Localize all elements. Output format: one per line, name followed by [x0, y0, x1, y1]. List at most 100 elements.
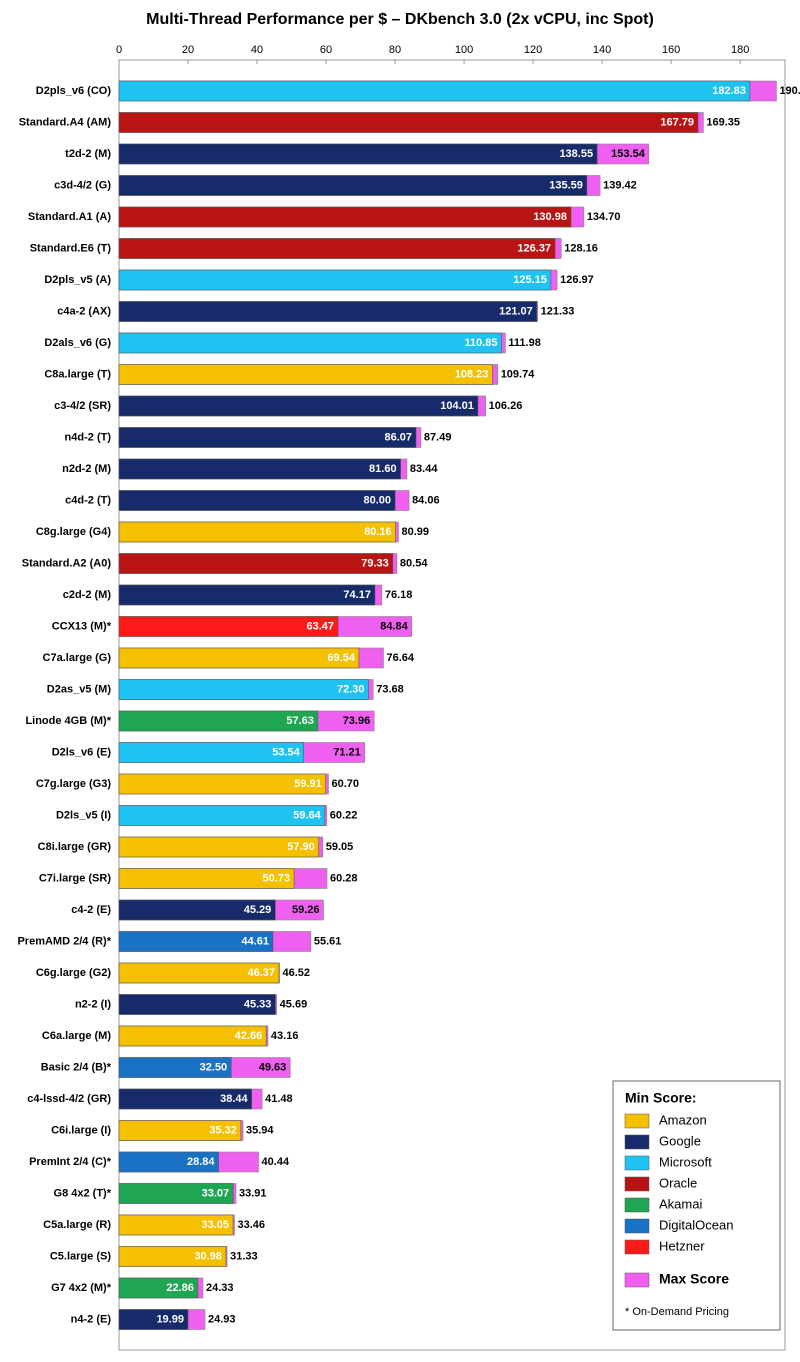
category-label: C6g.large (G2)	[36, 967, 112, 979]
category-label: Linode 4GB (M)*	[25, 715, 111, 727]
category-label: PremInt 2/4 (C)*	[29, 1156, 112, 1168]
max-value-label: 49.63	[259, 1061, 287, 1073]
max-value-label: 73.68	[376, 683, 404, 695]
legend-label: Google	[659, 1133, 701, 1148]
min-value-label: 38.44	[220, 1093, 248, 1105]
min-value-label: 63.47	[306, 620, 334, 632]
max-value-label: 24.33	[206, 1282, 234, 1294]
min-value-label: 50.73	[263, 872, 291, 884]
max-value-label: 59.26	[292, 904, 320, 916]
min-value-label: 125.15	[513, 274, 547, 286]
max-value-label: 84.84	[380, 620, 408, 632]
max-value-label: 84.06	[412, 494, 440, 506]
min-value-label: 59.91	[294, 778, 322, 790]
category-label: Standard.E6 (T)	[30, 242, 112, 254]
category-label: C7a.large (G)	[43, 652, 112, 664]
category-label: c4a-2 (AX)	[57, 305, 111, 317]
min-bar	[118, 427, 417, 448]
max-value-label: 45.69	[280, 998, 308, 1010]
category-label: c3d-4/2 (G)	[54, 179, 111, 191]
min-bar	[118, 238, 556, 259]
x-tick-label: 100	[455, 44, 473, 56]
category-label: C7i.large (SR)	[39, 872, 111, 884]
legend-swatch	[624, 1239, 650, 1255]
min-value-label: 110.85	[464, 337, 497, 349]
category-label: n4-2 (E)	[71, 1313, 112, 1325]
chart-title: Multi-Thread Performance per $ – DKbench…	[146, 11, 654, 28]
category-label: Standard.A4 (AM)	[19, 116, 112, 128]
max-value-label: 33.46	[237, 1219, 265, 1231]
max-value-label: 80.54	[400, 557, 428, 569]
min-value-label: 135.59	[549, 179, 583, 191]
min-bar	[118, 1025, 267, 1047]
max-value-label: 80.99	[401, 526, 429, 538]
category-label: PremAMD 2/4 (R)*	[17, 935, 111, 947]
min-bar	[118, 616, 339, 637]
x-tick-label: 40	[251, 44, 263, 56]
min-value-label: 57.63	[286, 715, 314, 727]
min-value-label: 69.54	[327, 652, 355, 664]
min-bar	[118, 899, 276, 921]
legend-label: Max Score	[659, 1271, 729, 1287]
min-bar	[118, 1309, 189, 1330]
min-value-label: 74.17	[343, 589, 371, 601]
min-bar	[118, 679, 369, 700]
max-value-label: 31.33	[230, 1250, 258, 1262]
min-value-label: 80.16	[364, 526, 392, 538]
legend-swatch	[624, 1272, 650, 1288]
max-value-label: 60.28	[330, 872, 358, 884]
category-label: C8g.large (G4)	[36, 526, 112, 538]
min-bar	[118, 1120, 242, 1141]
category-label: D2pls_v5 (A)	[44, 274, 111, 286]
category-label: c4d-2 (T)	[65, 494, 111, 506]
max-value-label: 126.97	[560, 274, 594, 286]
min-bar	[118, 301, 538, 322]
max-value-label: 59.05	[326, 841, 354, 853]
legend-swatch	[624, 1176, 650, 1192]
category-label: n4d-2 (T)	[65, 431, 112, 443]
min-bar	[118, 994, 276, 1015]
legend-swatch	[624, 1197, 650, 1213]
category-label: D2ls_v6 (E)	[52, 746, 112, 758]
max-value-label: 35.94	[246, 1124, 274, 1136]
category-label: Standard.A1 (A)	[28, 211, 111, 223]
min-value-label: 104.01	[440, 400, 474, 412]
min-bar	[118, 332, 502, 354]
min-bar	[118, 868, 295, 889]
category-label: n2-2 (I)	[75, 998, 111, 1010]
min-value-label: 42.66	[235, 1030, 263, 1042]
x-tick-label: 120	[524, 44, 542, 56]
category-label: c4-lssd-4/2 (GR)	[27, 1093, 111, 1105]
max-value-label: 76.64	[386, 652, 414, 664]
max-value-label: 60.70	[331, 778, 359, 790]
max-value-label: 121.33	[541, 305, 575, 317]
max-value-label: 111.98	[508, 337, 540, 349]
min-value-label: 28.84	[187, 1156, 215, 1168]
legend-swatch	[624, 1134, 650, 1150]
min-value-label: 45.29	[244, 904, 272, 916]
legend-swatch	[624, 1113, 650, 1129]
legend-swatch	[624, 1218, 650, 1234]
legend-label: Amazon	[659, 1112, 707, 1127]
category-label: C6i.large (I)	[51, 1124, 111, 1136]
min-value-label: 57.90	[287, 841, 315, 853]
category-label: c4-2 (E)	[71, 904, 111, 916]
min-bar	[118, 742, 305, 763]
min-bar	[118, 773, 327, 795]
category-label: c2d-2 (M)	[63, 589, 112, 601]
max-value-label: 139.42	[603, 179, 637, 191]
category-label: D2als_v6 (G)	[44, 337, 111, 349]
min-value-label: 80.00	[364, 494, 392, 506]
max-value-label: 41.48	[265, 1093, 293, 1105]
x-tick-label: 20	[182, 44, 194, 56]
min-value-label: 19.99	[156, 1313, 184, 1325]
min-bar	[118, 805, 326, 826]
min-value-label: 72.30	[337, 683, 365, 695]
min-bar	[118, 490, 396, 511]
category-label: C6a.large (M)	[42, 1030, 111, 1042]
min-value-label: 108.23	[455, 368, 489, 380]
min-bar	[118, 1183, 234, 1204]
min-bar	[118, 1088, 252, 1110]
min-value-label: 30.98	[194, 1250, 222, 1262]
min-bar	[118, 1151, 219, 1173]
